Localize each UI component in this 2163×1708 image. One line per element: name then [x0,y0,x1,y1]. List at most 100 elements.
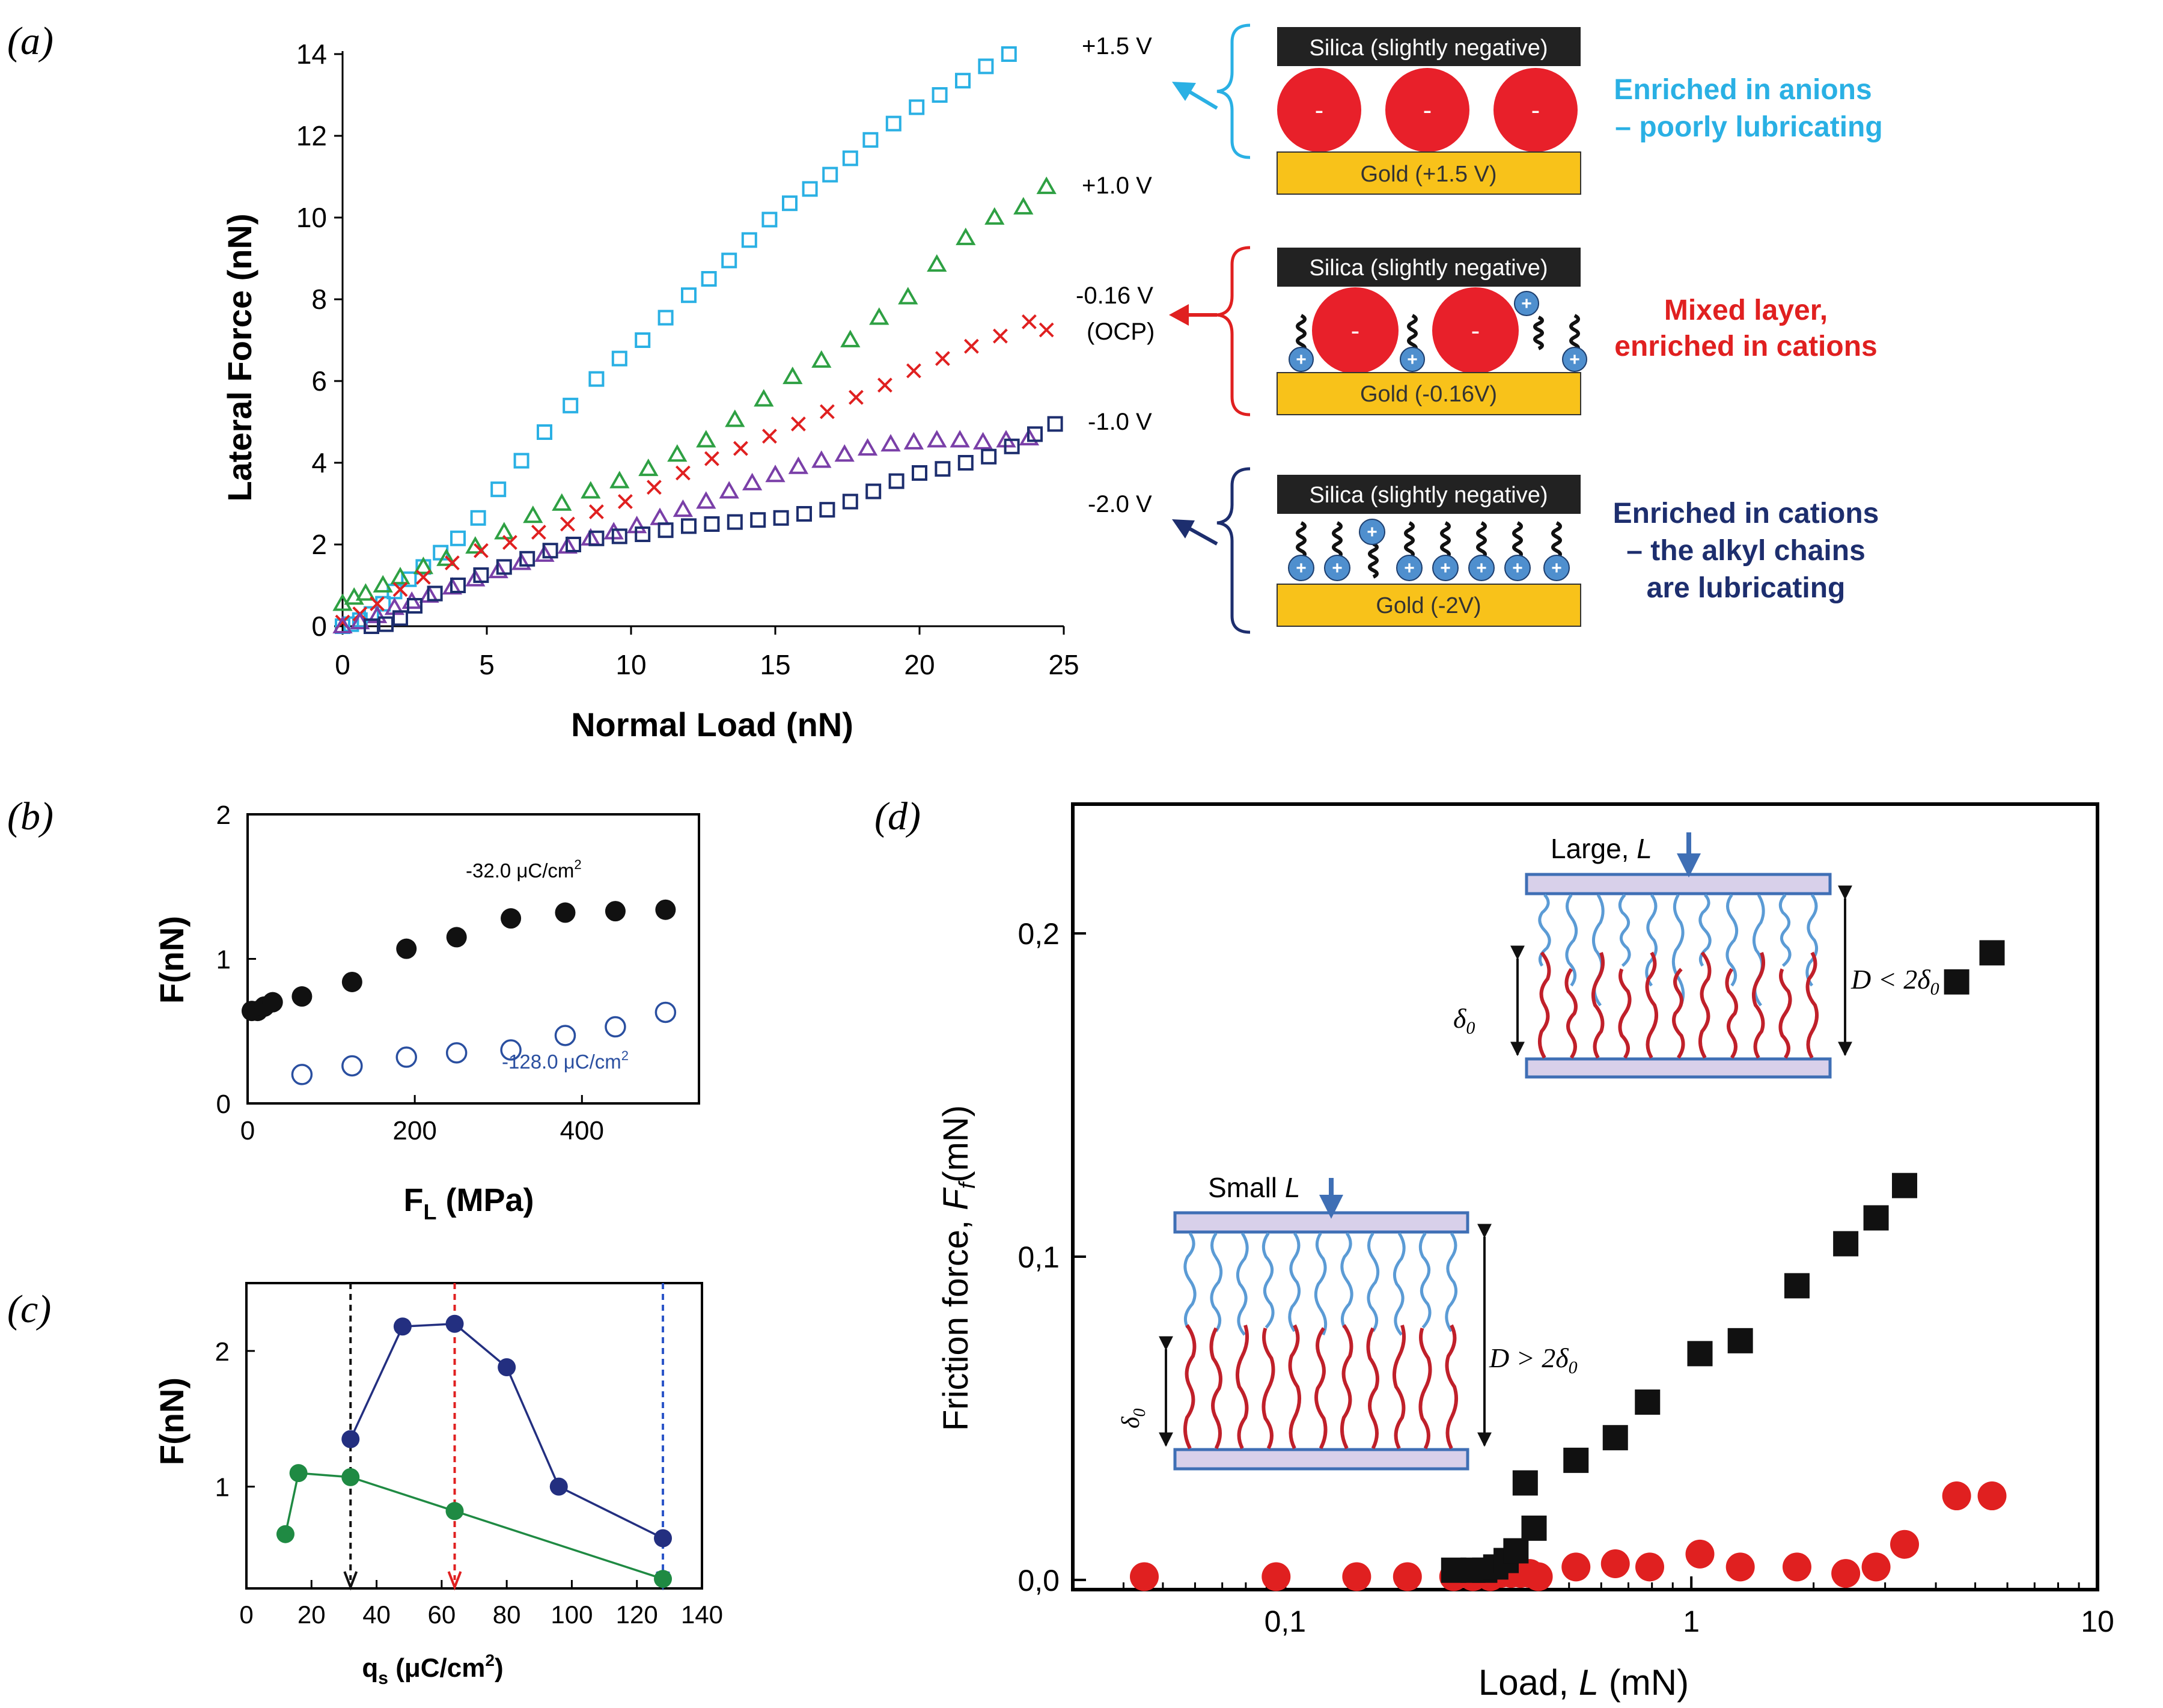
chart-b-point [655,899,676,920]
anion-5 [1432,287,1519,374]
chart-a-point [560,516,575,532]
chart-a: 0 2 4 6 8 10 12 14 0 5 10 15 20 25 Lateral Force (nN)… [221,33,1155,743]
chart-a-point [819,502,835,518]
chart-d-point-circle [1524,1562,1553,1591]
chart-a-point [802,181,818,197]
small-d-label: D > 2δ0 [1489,1343,1578,1377]
sch3-cation-1-sign: + [1332,558,1343,578]
chart-a-point [1021,314,1037,329]
sch2-cation-top-sign: + [1521,294,1532,314]
chart-a-axes: 0 2 4 6 8 10 12 14 0 5 10 15 20 25 [296,38,1079,680]
annot-plus-1-5v: +1.5 V [1082,33,1152,59]
small-red-chain [1183,1324,1197,1450]
chart-b-label-top: -32.0 μC/cm2 [466,857,582,882]
chart-b-point [500,1039,522,1061]
chart-d-point-circle [1342,1562,1371,1591]
arrow-2-head [1169,304,1189,326]
chart-d-point-square [1727,1328,1753,1353]
chart-a-point [903,432,924,450]
chart-a-point [650,507,670,525]
sch2-chain-a [1296,314,1307,353]
sch3-chain-2 [1404,521,1415,560]
chart-a-point [552,493,572,511]
large-red-chain [1537,951,1551,1059]
schematic-2: Silica (slightly negative) - - + + + + Gold… [1169,246,1878,416]
chart-a-point [1019,427,1040,446]
large-red-chain [1725,968,1738,1059]
anion-1 [1277,68,1361,152]
chart-a-y-tick-label: 12 [296,120,327,151]
annot-minus-0-16v: -0.16 V [1076,282,1153,309]
chart-c-x-tick-label: 120 [616,1600,658,1629]
chart-b-ylabel: F(nN) [153,916,191,1004]
chart-c-xlabel-end: ) [495,1653,504,1683]
chart-b-point [654,1001,677,1023]
chart-a-point [1004,438,1020,454]
chart-c-point [276,1525,294,1543]
chart-d-xlabel-tail: (mN) [1599,1662,1689,1703]
chart-c-point [393,1317,412,1336]
chart-a-point [761,212,778,228]
large-d-label-sub: 0 [1930,979,1939,999]
desc-3-line3: are lubricating [1647,572,1846,604]
large-d-label-delta: δ [1917,964,1930,995]
chart-d-point-square [1944,969,1969,995]
chart-a-y-tick-label: 2 [311,529,327,560]
chart-d-point-square [1521,1515,1547,1541]
chart-d-point-circle [1393,1562,1422,1591]
chart-d-point-circle [1725,1552,1755,1582]
chart-a-point [880,434,901,452]
chart-a-point [950,430,970,448]
chart-a-point [415,569,431,585]
chart-a-point [407,598,423,614]
chart-a-point [869,307,889,325]
small-d-label-sub: 0 [1569,1358,1578,1377]
chart-a-point [898,287,918,305]
chart-d-point-square [1563,1447,1589,1473]
chart-c-xlabel: qs (μC/cm2) [362,1651,503,1688]
small-red-chain [1418,1328,1432,1450]
chart-a-x-tick-label: 20 [904,649,935,680]
chart-b-y-tick-label: 2 [216,801,231,830]
chart-b-point [605,901,626,922]
chart-a-y-tick-label: 14 [296,38,327,70]
sch3-chain-1 [1332,521,1343,560]
chart-a-x-tick-label: 25 [1048,649,1079,680]
chart-a-point [765,465,786,483]
chart-d-xlabel-italic: L [1579,1662,1599,1703]
large-blue-chain [1778,894,1792,967]
chart-a-y-tick-label: 10 [296,202,327,233]
brace-1 [1216,23,1251,159]
chart-a-y-tick-label: 6 [311,365,327,397]
sch3-chain-mid [1368,542,1379,579]
annot-minus-2-0v: -2.0 V [1088,491,1152,517]
anion-4 [1312,287,1399,374]
panel-label-b: (b) [7,795,53,838]
silica-bar-1 [1277,27,1581,66]
chart-c-vline-arrow [447,1571,462,1591]
large-blue-chain [1645,894,1658,987]
chart-d-point-square [1503,1538,1529,1564]
chart-a-point [657,522,674,538]
chart-a-point [436,548,457,566]
chart-b-frame [246,813,700,1105]
chart-a-point [888,473,905,489]
inset-large-load: Large, L D < 2δ0 δ0 [1453,832,1939,1079]
chart-d-point-square [1687,1341,1713,1367]
chart-a-point [370,596,385,612]
chart-a-point [1036,176,1057,194]
chart-b-point [341,971,362,992]
large-red-chain [1618,968,1632,1059]
chart-d-y-tick-label: 0,2 [1017,917,1060,951]
chart-a-point [811,450,832,468]
chart-b-xlabel-main: F [404,1182,424,1218]
chart-a-xlabel: Normal Load (nN) [571,706,853,743]
chart-d-point-circle [1977,1481,2007,1511]
small-delta-label: δ0 [1117,1408,1149,1429]
chart-a-point [819,404,835,419]
chart-a-point [822,166,838,183]
chart-d-point-circle [1685,1539,1715,1569]
sch2-chain-b [1407,314,1418,353]
chart-b-y-tick-label: 0 [216,1090,231,1119]
chart-a-point [635,332,651,348]
